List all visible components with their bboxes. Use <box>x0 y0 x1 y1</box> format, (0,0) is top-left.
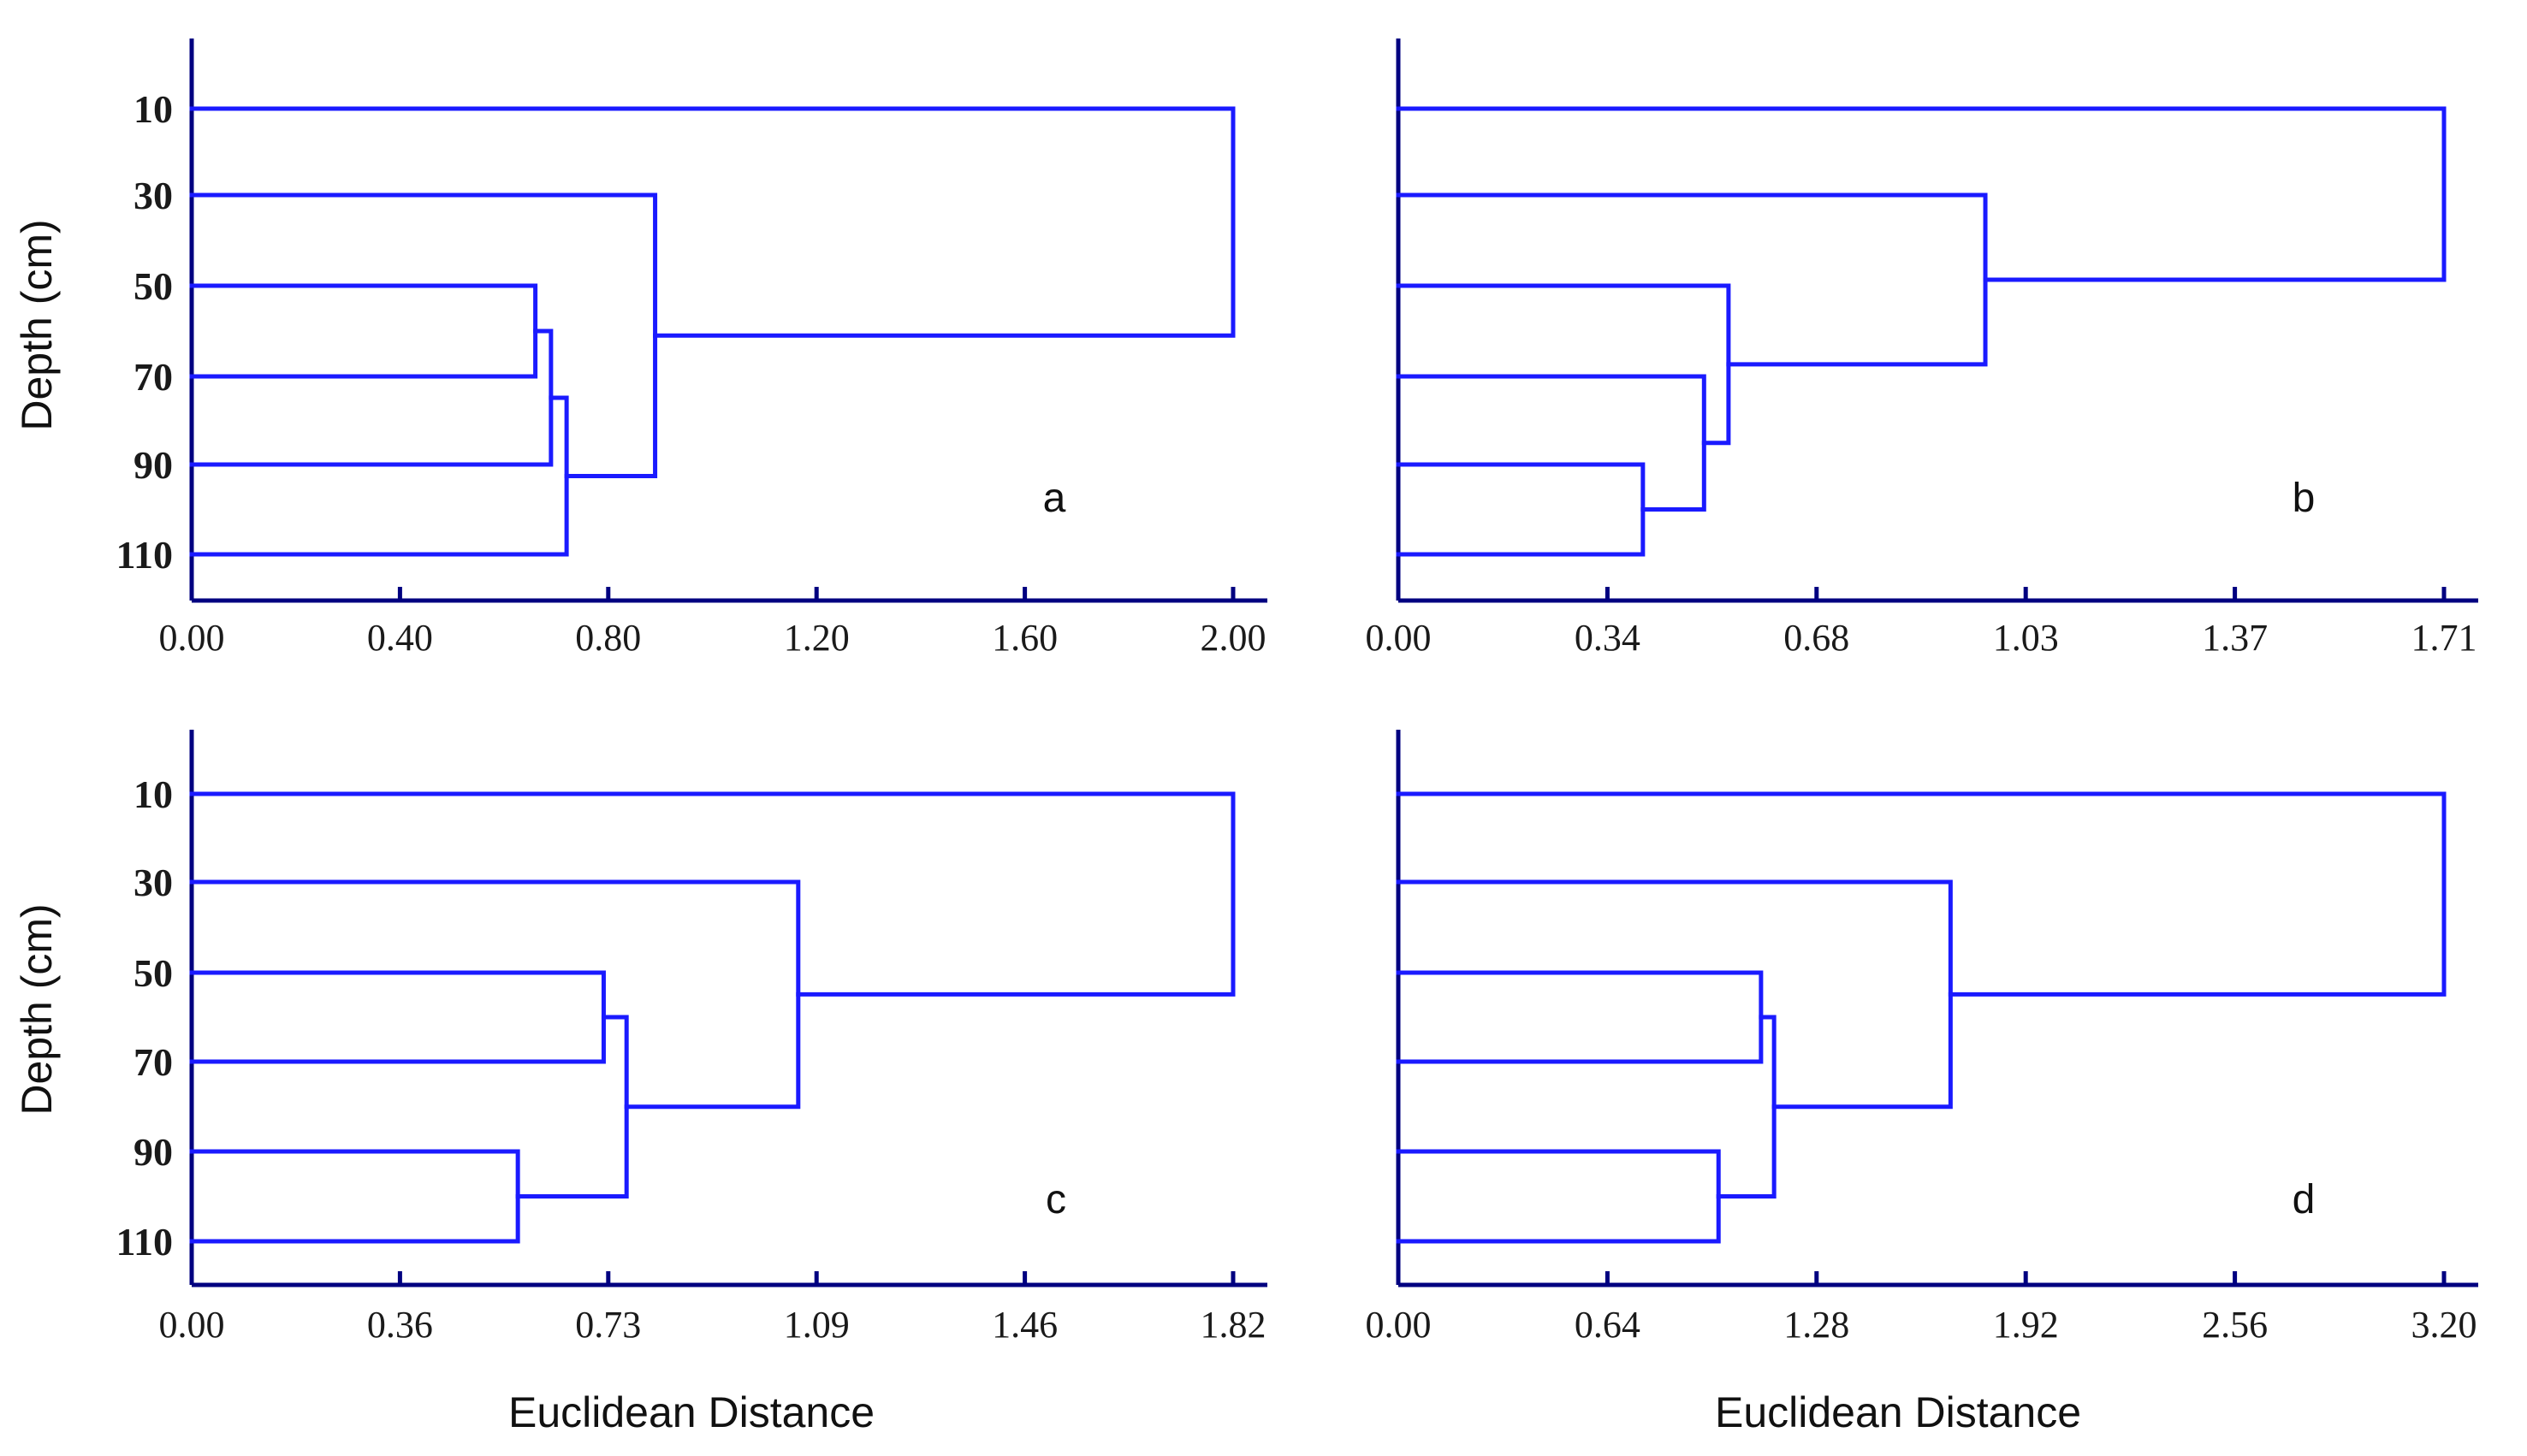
leaf-label: 110 <box>116 533 173 577</box>
y-axis-title: Depth (cm) <box>13 903 61 1115</box>
x-tick-label: 1.20 <box>784 617 850 659</box>
x-tick-label: 1.92 <box>1993 1304 2059 1346</box>
leaf-label: 110 <box>116 1220 173 1264</box>
dendrogram-link <box>1396 879 1953 1110</box>
x-tick-label: 1.37 <box>2202 617 2268 659</box>
panel-c: 0.00 0.36 0.73 1.09 1.46 1.82 10 30 50 70 90 110 c De… <box>13 730 1267 1436</box>
panel-label: a <box>1043 476 1066 521</box>
x-tick-label: 0.73 <box>575 1304 641 1346</box>
panel-b: 0.00 0.34 0.68 1.03 1.37 1.71 b <box>1366 38 2478 659</box>
x-tick-label: 0.68 <box>1783 617 1849 659</box>
x-tick-label: 0.40 <box>367 617 433 659</box>
x-axis-title: Euclidean Distance <box>508 1388 875 1436</box>
dendrogram-link <box>1396 283 1731 446</box>
panel-label: c <box>1046 1177 1066 1222</box>
leaf-label: 10 <box>133 772 173 816</box>
dendrogram-link <box>189 106 1236 338</box>
panel-label: d <box>2293 1177 2316 1222</box>
leaf-label: 90 <box>133 1130 173 1174</box>
panel-label: b <box>2293 476 2316 521</box>
dendrogram-link <box>1396 374 1706 512</box>
dendrogram-link <box>189 283 538 379</box>
x-tick-label: 1.28 <box>1783 1304 1849 1346</box>
dendrogram-link <box>1396 970 1764 1064</box>
dendrogram-link <box>1396 462 1646 557</box>
x-tick-label: 0.80 <box>575 617 641 659</box>
x-tick-label: 0.64 <box>1575 1304 1640 1346</box>
dendrogram-link <box>1396 791 2447 997</box>
x-tick-label: 2.00 <box>1201 617 1266 659</box>
dendrogram-link <box>1396 192 1988 367</box>
dendrogram-link <box>189 879 801 1110</box>
dendrogram-link <box>189 328 554 467</box>
dendrogram-link <box>1396 1149 1721 1244</box>
leaf-label: 10 <box>133 87 173 131</box>
x-tick-label: 1.09 <box>784 1304 850 1346</box>
leaf-label: 70 <box>133 355 173 399</box>
x-tick-label: 0.36 <box>367 1304 433 1346</box>
dendrogram-link <box>189 791 1236 997</box>
x-tick-label: 0.34 <box>1575 617 1640 659</box>
x-tick-label: 1.60 <box>992 617 1058 659</box>
x-tick-label: 1.82 <box>1201 1304 1266 1346</box>
x-tick-label: 1.46 <box>992 1304 1058 1346</box>
dendrogram-link <box>1396 106 2447 282</box>
leaf-label: 50 <box>133 951 173 995</box>
leaf-label: 50 <box>133 264 173 308</box>
dendrogram-link <box>189 192 658 478</box>
leaf-label: 30 <box>133 861 173 904</box>
panel-a: 0.00 0.40 0.80 1.20 1.60 2.00 10 30 50 70 90 110 a De… <box>13 38 1267 659</box>
panel-d: 0.00 0.64 1.28 1.92 2.56 3.20 d Euclidean Dista… <box>1366 730 2478 1436</box>
x-tick-label: 1.03 <box>1993 617 2059 659</box>
x-tick-label: 0.00 <box>1366 1304 1432 1346</box>
x-tick-label: 0.00 <box>159 617 225 659</box>
leaf-label: 70 <box>133 1040 173 1084</box>
dendrogram-link <box>1716 1015 1777 1199</box>
dendrogram-link <box>189 395 569 557</box>
dendrogram-link <box>515 1015 629 1199</box>
y-axis-title: Depth (cm) <box>13 219 61 430</box>
leaf-label: 30 <box>133 174 173 217</box>
x-tick-label: 0.00 <box>159 1304 225 1346</box>
dendrogram-link <box>189 1149 520 1244</box>
x-tick-label: 3.20 <box>2411 1304 2477 1346</box>
x-tick-label: 1.71 <box>2411 617 2477 659</box>
dendrogram-link <box>189 970 606 1064</box>
x-tick-label: 2.56 <box>2202 1304 2268 1346</box>
x-tick-label: 0.00 <box>1366 617 1432 659</box>
x-axis-title: Euclidean Distance <box>1715 1388 2081 1436</box>
leaf-label: 90 <box>133 443 173 487</box>
